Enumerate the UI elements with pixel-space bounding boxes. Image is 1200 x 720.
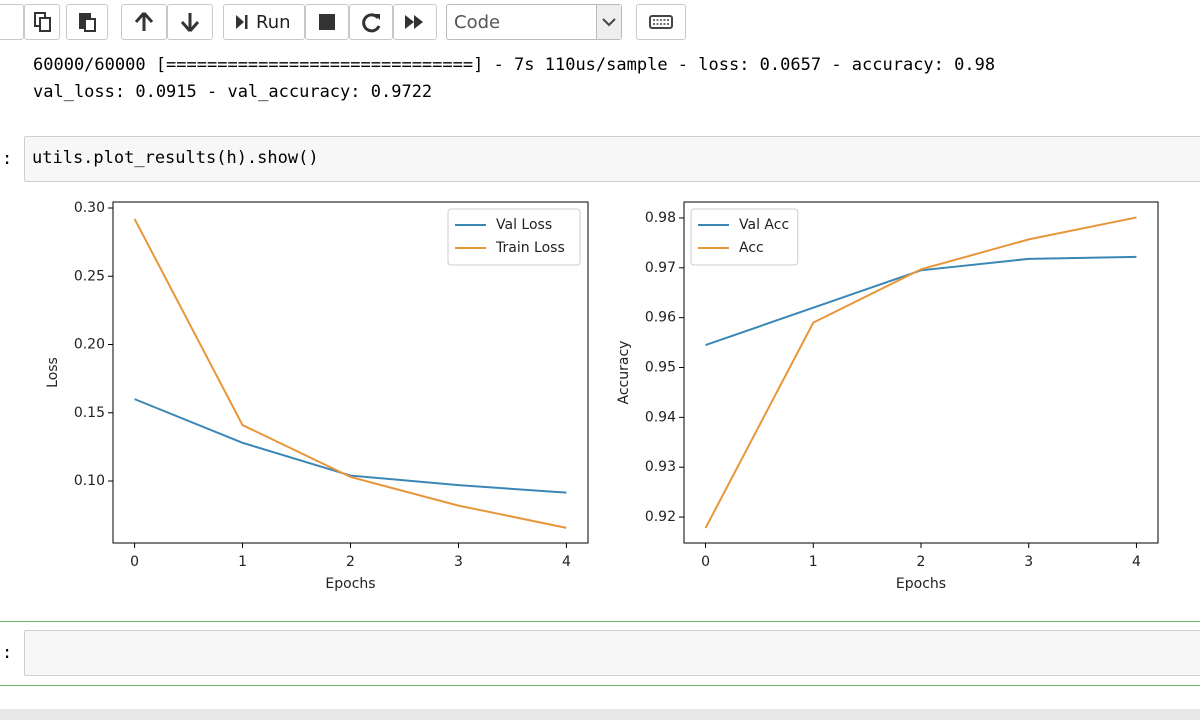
series-line xyxy=(704,216,1137,529)
y-tick-label: 0.95 xyxy=(645,360,676,376)
legend-box xyxy=(447,208,581,266)
x-axis-label: Epochs xyxy=(325,576,375,592)
cut-button[interactable] xyxy=(0,4,24,40)
cell-prompt: : xyxy=(2,149,13,169)
legend-label: Val Acc xyxy=(739,217,789,233)
move-down-button[interactable] xyxy=(167,4,213,40)
x-tick-label: 3 xyxy=(454,554,463,570)
selected-border-top xyxy=(0,621,1200,622)
move-up-button[interactable] xyxy=(121,4,167,40)
x-tick-label: 2 xyxy=(917,554,926,570)
down-icon xyxy=(180,13,200,32)
y-tick-label: 0.97 xyxy=(645,260,676,276)
code-cell[interactable]: utils.plot_results(h).show() xyxy=(24,136,1200,182)
charts: 0 1 2 3 4 0.10 0.15 0.20 0.25 0.30 Epochs Loss Val L… xyxy=(45,200,1159,592)
y-tick-label: 0.92 xyxy=(645,509,676,525)
legend-label: Train Loss xyxy=(495,240,565,256)
run-icon: Run xyxy=(236,12,291,33)
output-line: val_loss: 0.0915 - val_accuracy: 0.9722 xyxy=(33,82,433,102)
x-axis-label: Epochs xyxy=(896,576,946,592)
selected-border-bottom xyxy=(0,685,1200,686)
cell-type-label: Code xyxy=(454,12,501,33)
run-button[interactable]: Run xyxy=(223,4,305,40)
output-line: 60000/60000 [===========================… xyxy=(33,55,996,75)
x-tick-label: 0 xyxy=(701,554,710,570)
y-tick-label: 0.25 xyxy=(74,268,105,284)
keyboard-button[interactable] xyxy=(636,4,686,40)
paste-button[interactable] xyxy=(66,4,108,40)
cell-prompt: : xyxy=(2,643,13,663)
run-all-button[interactable] xyxy=(393,4,437,40)
y-axis-label: Loss xyxy=(45,357,61,388)
toolbar: Run Code xyxy=(0,0,1200,48)
x-tick-label: 3 xyxy=(1024,554,1033,570)
code-text: utils.plot_results(h).show() xyxy=(32,148,319,168)
x-tick-label: 4 xyxy=(1132,554,1141,570)
y-tick-label: 0.15 xyxy=(74,405,105,421)
series-line xyxy=(134,398,567,494)
legend-label: Val Loss xyxy=(496,217,552,233)
y-tick-label: 0.98 xyxy=(645,210,676,226)
y-tick-label: 0.93 xyxy=(645,459,676,475)
empty-cell[interactable] xyxy=(24,630,1200,676)
y-tick-label: 0.10 xyxy=(74,473,105,489)
stop-icon xyxy=(319,14,335,30)
fast-forward-icon xyxy=(405,15,423,29)
cell-type-select[interactable]: Code xyxy=(446,4,622,40)
y-tick-label: 0.20 xyxy=(74,337,105,353)
up-icon xyxy=(134,12,154,31)
copy-icon xyxy=(34,12,51,32)
y-axis-label: Accuracy xyxy=(616,341,632,405)
y-tick-label: 0.94 xyxy=(645,409,676,425)
chevron xyxy=(602,18,616,27)
legend-box xyxy=(690,208,799,266)
x-tick-label: 4 xyxy=(562,554,571,570)
x-tick-label: 2 xyxy=(346,554,355,570)
y-tick-label: 0.30 xyxy=(74,200,105,216)
x-tick-label: 1 xyxy=(238,554,247,570)
keyboard-icon xyxy=(649,15,673,29)
x-tick-label: 0 xyxy=(130,554,139,570)
restart-button[interactable] xyxy=(349,4,393,40)
x-tick-label: 1 xyxy=(809,554,818,570)
series-line xyxy=(133,218,567,529)
copy-button[interactable] xyxy=(24,4,60,40)
paste-icon xyxy=(79,13,96,32)
legend-label: Acc xyxy=(739,240,764,256)
restart-icon xyxy=(362,13,381,33)
stop-button[interactable] xyxy=(305,4,349,40)
run-label: Run xyxy=(256,12,291,33)
dropdown-arrow xyxy=(596,5,621,39)
y-tick-label: 0.96 xyxy=(645,310,676,326)
bottom-bar xyxy=(0,709,1200,720)
